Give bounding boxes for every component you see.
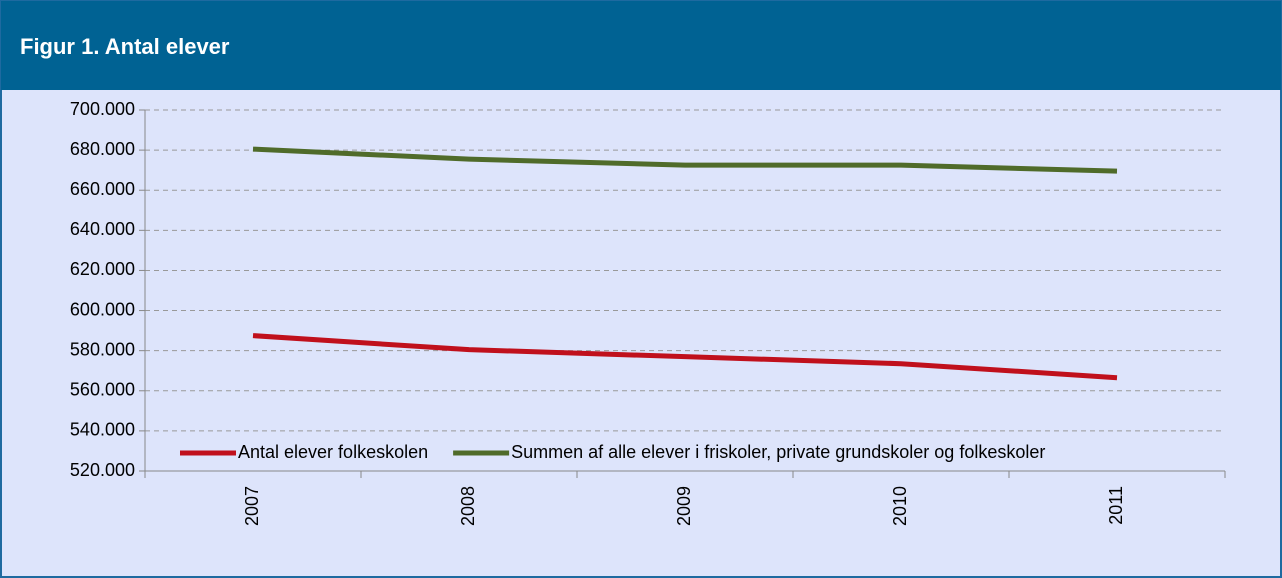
x-tick-label: 2010 <box>890 486 910 526</box>
x-tick-label: 2011 <box>1106 486 1126 525</box>
y-tick-label: 560.000 <box>70 380 135 400</box>
header <box>1 1 1281 90</box>
legend-label: Summen af alle elever i friskoler, priva… <box>511 442 1045 462</box>
chart-title: Figur 1. Antal elever <box>20 34 230 59</box>
x-tick-label: 2007 <box>242 486 262 526</box>
y-tick-label: 680.000 <box>70 139 135 159</box>
series-line <box>252 333 1118 381</box>
y-tick-label: 600.000 <box>70 299 135 319</box>
legend-label: Antal elever folkeskolen <box>238 442 428 462</box>
series-line <box>252 146 1118 174</box>
y-tick-label: 520.000 <box>70 460 135 480</box>
y-tick-label: 660.000 <box>70 179 135 199</box>
y-tick-label: 700.000 <box>70 99 135 119</box>
y-tick-label: 640.000 <box>70 219 135 239</box>
x-tick-label: 2008 <box>458 486 478 526</box>
y-tick-label: 580.000 <box>70 339 135 359</box>
y-tick-label: 540.000 <box>70 420 135 440</box>
x-tick-label: 2009 <box>674 486 694 526</box>
y-tick-label: 620.000 <box>70 259 135 279</box>
